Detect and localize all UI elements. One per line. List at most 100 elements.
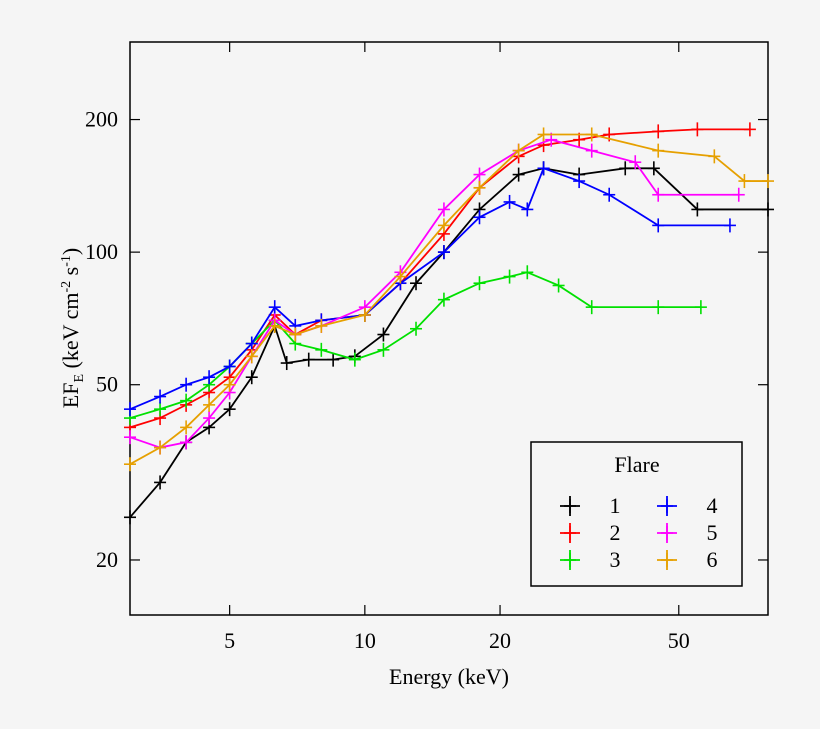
data-point [437, 218, 450, 233]
data-point [585, 127, 598, 142]
data-point [154, 440, 167, 455]
data-point [537, 127, 550, 142]
data-point [691, 202, 704, 217]
data-point [743, 122, 756, 137]
data-point [652, 218, 665, 233]
y-tick-label: 200 [85, 107, 118, 132]
data-point [521, 202, 534, 217]
data-point [154, 402, 167, 417]
y-tick-label: 100 [85, 239, 118, 264]
data-point [503, 194, 516, 209]
y-label-part: ) [58, 248, 83, 255]
x-tick-label: 20 [489, 628, 511, 653]
series [124, 132, 745, 455]
data-point [180, 420, 193, 435]
y-tick-label: 50 [96, 372, 118, 397]
data-point [437, 202, 450, 217]
data-point [124, 510, 136, 525]
series-line [129, 167, 730, 410]
data-point [708, 149, 721, 164]
data-point [180, 393, 193, 408]
data-point [268, 300, 281, 315]
plot-frame [129, 41, 769, 616]
data-point [473, 180, 486, 195]
series-line [129, 128, 750, 429]
y-label-part: -2 [59, 281, 74, 293]
data-point [302, 352, 315, 367]
data-point [377, 342, 390, 357]
data-point [762, 174, 774, 189]
x-tick-label: 10 [354, 628, 376, 653]
series [124, 161, 736, 417]
data-point [573, 174, 586, 189]
data-point [503, 269, 516, 284]
data-point [280, 356, 293, 371]
data-point [348, 352, 361, 367]
data-point [691, 122, 704, 137]
data-point [124, 430, 136, 445]
data-point [203, 370, 216, 385]
data-point [629, 155, 642, 170]
data-point [647, 161, 660, 176]
data-point [652, 143, 665, 158]
y-label-part: -1 [59, 255, 74, 267]
legend-label: 2 [610, 520, 621, 545]
data-point [315, 342, 328, 357]
data-point [732, 187, 745, 202]
data-point [473, 210, 486, 225]
data-point [245, 336, 258, 351]
data-point [410, 276, 423, 291]
x-tick-label: 50 [668, 628, 690, 653]
data-point [154, 389, 167, 404]
y-label-part: E [72, 374, 87, 383]
data-point [154, 475, 167, 490]
data-point [603, 187, 616, 202]
data-point [268, 318, 281, 333]
data-point [473, 167, 486, 182]
data-point [762, 202, 774, 217]
data-point [203, 411, 216, 426]
data-point [723, 218, 736, 233]
data-point [180, 435, 193, 450]
series-line [129, 133, 768, 465]
data-point [512, 143, 525, 158]
data-point [512, 167, 525, 182]
data-point [652, 124, 665, 139]
y-label-part: EF [58, 383, 83, 409]
y-tick-label: 20 [96, 547, 118, 572]
data-point [437, 292, 450, 307]
data-point [245, 349, 258, 364]
data-point [437, 245, 450, 260]
data-point [223, 377, 236, 392]
data-point [738, 174, 751, 189]
y-axis-label: EFE (keV cm-2 s-1) [58, 248, 87, 408]
y-label-part: s [58, 267, 83, 281]
data-point [521, 265, 534, 280]
data-point [124, 402, 136, 417]
data-point [537, 161, 550, 176]
series [124, 127, 774, 472]
data-point [652, 187, 665, 202]
x-tick-label: 5 [224, 628, 235, 653]
data-point [223, 359, 236, 374]
x-axis-label: Energy (keV) [389, 664, 509, 689]
series-line [129, 138, 739, 449]
data-point [327, 352, 340, 367]
legend-label: 3 [610, 547, 621, 572]
data-point [473, 276, 486, 291]
data-point [652, 300, 665, 315]
legend-label: 1 [610, 493, 621, 518]
legend-label: 4 [707, 493, 718, 518]
series-line [129, 271, 701, 419]
data-point [203, 397, 216, 412]
data-point [694, 300, 707, 315]
data-point [315, 318, 328, 333]
data-point [552, 278, 565, 293]
series [124, 122, 756, 435]
data-point [377, 327, 390, 342]
data-point [585, 300, 598, 315]
data-point [619, 161, 632, 176]
data-point [180, 377, 193, 392]
data-point [358, 307, 371, 322]
